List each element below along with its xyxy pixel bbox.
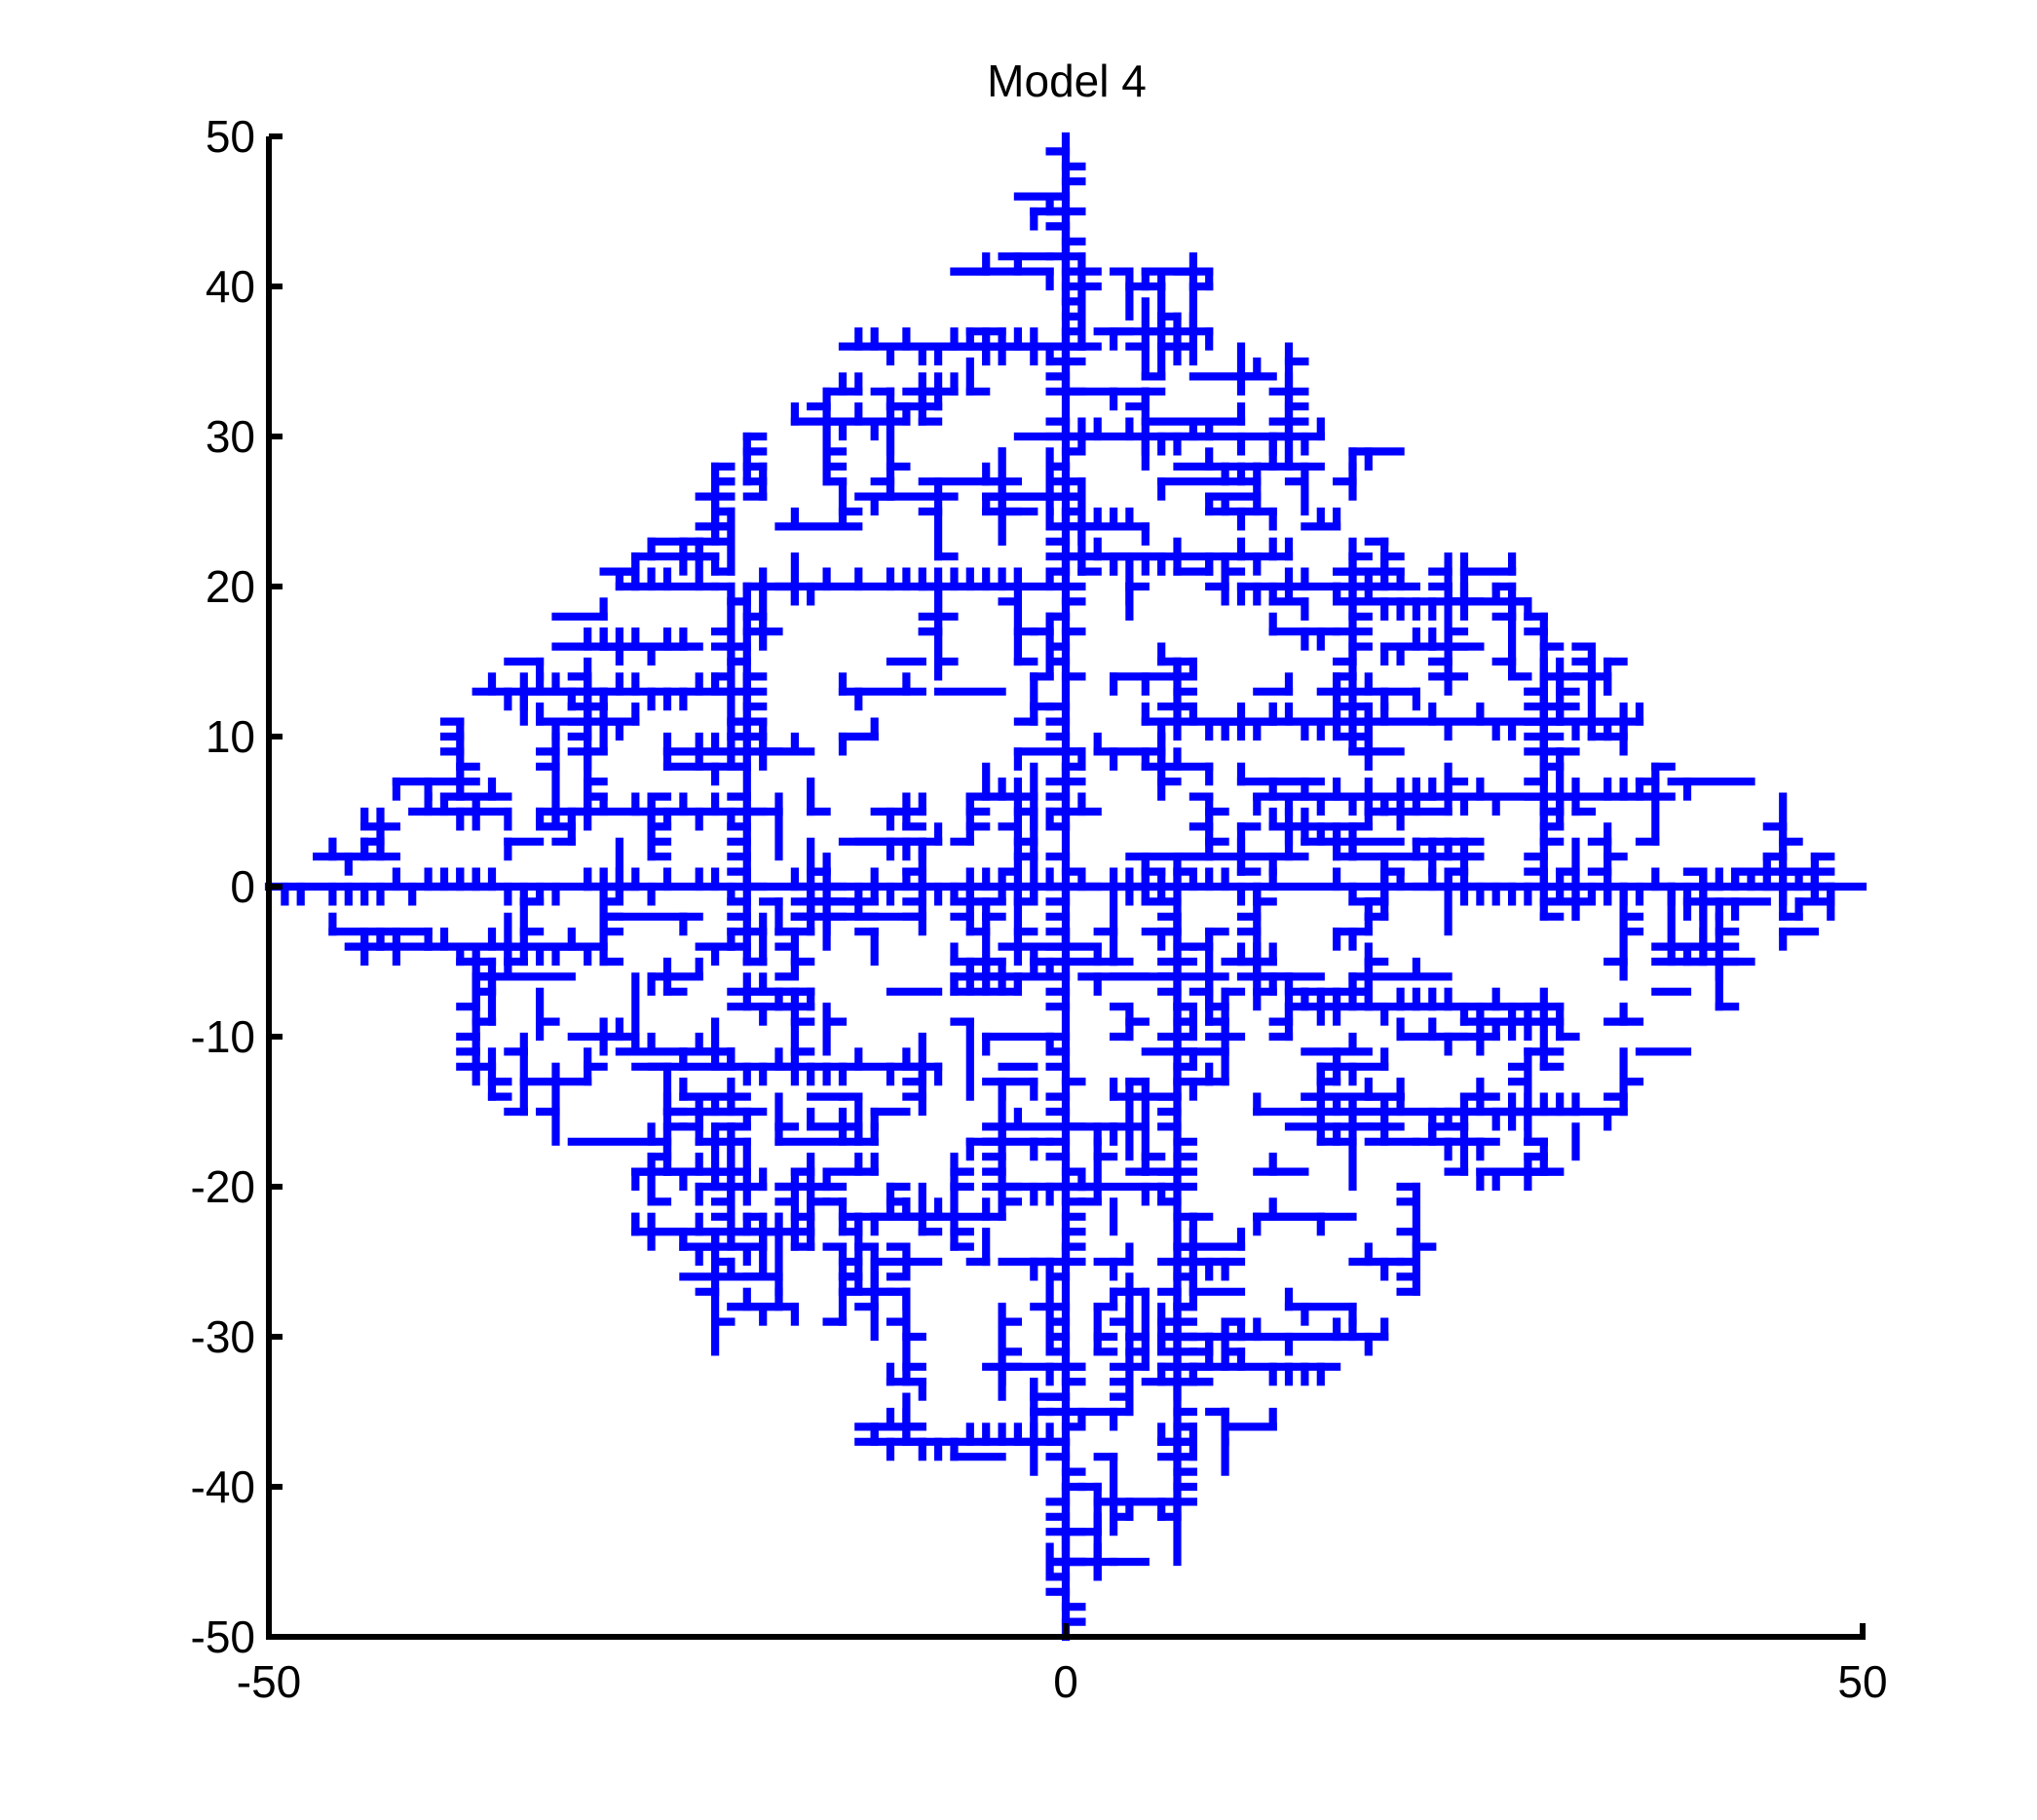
- x-tick-label: -50: [237, 1656, 301, 1707]
- y-tick-label: 0: [230, 861, 255, 912]
- y-tick-label: 10: [206, 711, 255, 762]
- y-tick-label: 50: [206, 111, 255, 162]
- y-tick-label: 30: [206, 411, 255, 462]
- y-ticks: 50 40 30 20 10 0 -10 -20 -30 -40 -50: [191, 111, 283, 1662]
- x-tick-label: 0: [1053, 1656, 1078, 1707]
- y-tick-label: -40: [191, 1461, 255, 1512]
- y-tick-label: -50: [191, 1611, 255, 1662]
- chart-title: Model 4: [987, 56, 1147, 106]
- y-tick-label: -20: [191, 1161, 255, 1212]
- y-tick-label: 20: [206, 561, 255, 612]
- y-tick-label: 40: [206, 261, 255, 312]
- x-ticks: -50 0 50: [237, 1623, 1888, 1707]
- y-tick-label: -10: [191, 1011, 255, 1062]
- aggregation-cluster: [264, 132, 1867, 1642]
- y-tick-label: -30: [191, 1311, 255, 1362]
- x-tick-label: 50: [1837, 1656, 1887, 1707]
